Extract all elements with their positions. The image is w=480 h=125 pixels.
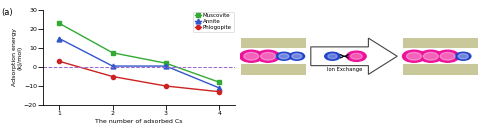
- Circle shape: [458, 54, 468, 59]
- Circle shape: [423, 52, 438, 60]
- Circle shape: [347, 51, 366, 61]
- Line: Muscovite: Muscovite: [57, 21, 221, 84]
- Annite: [216, 87, 222, 89]
- Circle shape: [440, 52, 455, 60]
- Phlogopite: [216, 91, 222, 92]
- Bar: [403, 38, 478, 48]
- Line: Phlogopite: Phlogopite: [57, 59, 221, 94]
- Muscovite: [109, 52, 115, 54]
- Circle shape: [407, 52, 421, 60]
- Polygon shape: [311, 38, 397, 74]
- Phlogopite: [56, 60, 62, 62]
- Circle shape: [350, 53, 362, 59]
- Circle shape: [420, 50, 442, 62]
- Circle shape: [240, 50, 263, 62]
- Circle shape: [289, 52, 304, 60]
- Text: (a): (a): [1, 8, 12, 17]
- Muscovite: [163, 62, 169, 64]
- Bar: [403, 64, 478, 75]
- Line: Annite: Annite: [57, 36, 222, 90]
- Annite: [109, 65, 115, 67]
- Legend: Muscovite, Annite, Phlogopite: Muscovite, Annite, Phlogopite: [193, 12, 234, 32]
- Circle shape: [276, 52, 292, 60]
- X-axis label: The number of adsorbed Cs: The number of adsorbed Cs: [96, 119, 183, 124]
- Circle shape: [256, 50, 279, 62]
- Circle shape: [244, 52, 259, 60]
- Muscovite: [56, 22, 62, 24]
- Circle shape: [261, 52, 276, 60]
- Bar: [241, 64, 306, 75]
- Bar: [241, 38, 306, 48]
- Phlogopite: [109, 76, 115, 77]
- Circle shape: [328, 54, 337, 59]
- Circle shape: [402, 50, 425, 62]
- Annite: [56, 38, 62, 39]
- Circle shape: [279, 54, 289, 59]
- Circle shape: [436, 50, 459, 62]
- Circle shape: [324, 52, 340, 60]
- Circle shape: [456, 52, 471, 60]
- Y-axis label: Adsorption energy
(kJ/mol): Adsorption energy (kJ/mol): [12, 28, 23, 86]
- Muscovite: [216, 82, 222, 83]
- Annite: [163, 65, 169, 67]
- Phlogopite: [163, 85, 169, 87]
- Text: Ion Exchange: Ion Exchange: [327, 67, 362, 72]
- Circle shape: [292, 54, 302, 59]
